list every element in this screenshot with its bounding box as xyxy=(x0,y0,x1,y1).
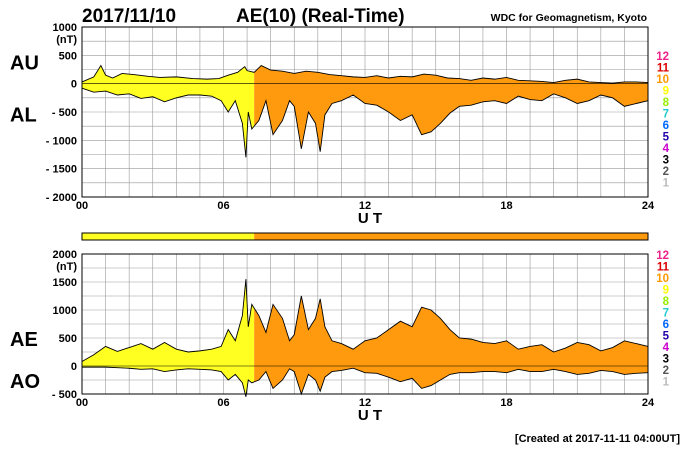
station-scale-label: 7 xyxy=(663,109,669,121)
series-line-au xyxy=(81,64,649,84)
station-scale-label: 5 xyxy=(663,331,670,343)
data-source: WDC for Geomagnetism, Kyoto xyxy=(491,12,647,24)
plot-frame xyxy=(81,253,649,395)
y-tick-label: 500 xyxy=(59,50,77,62)
y-tick-label: 0 xyxy=(71,361,77,373)
y-tick-label: 500 xyxy=(59,333,77,345)
station-scale-label: 8 xyxy=(663,97,670,109)
x-axis-label: U T xyxy=(358,210,382,227)
station-bar-segment-9 xyxy=(82,233,255,240)
station-scale-label: 6 xyxy=(663,120,669,132)
series-side-label: AU xyxy=(10,53,39,75)
station-count-bar xyxy=(81,232,649,241)
station-scale-label: 10 xyxy=(656,74,669,86)
station-scale-label: 2 xyxy=(663,166,669,178)
station-scale-label: 6 xyxy=(663,319,669,331)
ae-ao-panel: 2000 1500 1000 500 0 - 500 (nT) 00 06 12 18 24 U T AE… xyxy=(10,249,655,424)
station-scale-label: 1 xyxy=(663,377,670,389)
station-scale-label: 5 xyxy=(663,132,670,144)
plot-title: AE(10) (Real-Time) xyxy=(236,6,405,27)
plot-date: 2017/11/10 xyxy=(82,6,176,27)
area-fill-9-stations xyxy=(82,279,255,394)
y-unit-label: (nT) xyxy=(56,261,77,273)
series-side-label: AE xyxy=(10,329,38,351)
x-tick-label: 12 xyxy=(359,200,371,212)
station-scale-label: 7 xyxy=(663,308,669,320)
y-tick-label: - 500 xyxy=(52,107,77,119)
series-line-al xyxy=(81,87,649,158)
station-scale-label: 10 xyxy=(656,273,669,285)
x-tick-label: 06 xyxy=(217,397,229,409)
y-tick-label: 1000 xyxy=(53,305,77,317)
y-tick-label: - 1000 xyxy=(46,135,77,147)
station-scale-label: 1 xyxy=(663,178,670,190)
x-tick-label: 00 xyxy=(76,200,88,212)
series-line-ao xyxy=(82,366,649,397)
station-scale-label: 9 xyxy=(663,86,669,98)
plot-frame xyxy=(81,26,649,198)
y-tick-label: 2000 xyxy=(53,249,77,261)
y-tick-label: 1000 xyxy=(53,22,77,34)
y-unit-label: (nT) xyxy=(56,34,77,46)
station-scale-label: 4 xyxy=(663,143,670,155)
x-tick-label: 24 xyxy=(642,200,655,212)
x-tick-label: 12 xyxy=(359,397,371,409)
x-tick-label: 18 xyxy=(500,397,512,409)
station-scale-label: 9 xyxy=(663,285,669,297)
y-tick-label: 0 xyxy=(71,79,77,91)
station-bar-segment-10 xyxy=(254,233,649,240)
series-side-label: AO xyxy=(10,371,40,393)
y-tick-label: - 500 xyxy=(52,389,77,401)
station-scale-label: 8 xyxy=(663,296,670,308)
station-scale-label: 12 xyxy=(656,250,669,262)
x-tick-label: 24 xyxy=(642,397,655,409)
station-scale-label: 11 xyxy=(657,262,670,274)
series-line-ae xyxy=(81,279,649,362)
x-tick-label: 00 xyxy=(76,397,88,409)
station-scale-label: 11 xyxy=(657,63,670,75)
au-al-panel: 1000 500 0 - 500 - 1000 - 1500 - 2000 (nT) 00 06 1… xyxy=(10,22,655,227)
y-tick-label: 1500 xyxy=(53,277,77,289)
creation-timestamp: [Created at 2017-11-11 04:00UT] xyxy=(515,433,680,445)
area-fill-10-stations xyxy=(254,65,648,152)
area-fill-10-stations xyxy=(254,296,648,394)
x-axis-label: U T xyxy=(358,407,382,424)
station-scale-label: 3 xyxy=(663,155,669,167)
station-scale-label: 4 xyxy=(663,342,670,354)
y-tick-label: - 1500 xyxy=(46,164,77,176)
x-tick-label: 06 xyxy=(217,200,229,212)
series-side-label: AL xyxy=(10,105,37,127)
area-fill-9-stations xyxy=(82,65,255,158)
station-scale-label: 12 xyxy=(656,51,669,63)
x-tick-label: 18 xyxy=(500,200,512,212)
station-scale-label: 3 xyxy=(663,354,669,366)
station-scale-label: 2 xyxy=(663,365,669,377)
y-tick-label: - 2000 xyxy=(46,192,77,204)
